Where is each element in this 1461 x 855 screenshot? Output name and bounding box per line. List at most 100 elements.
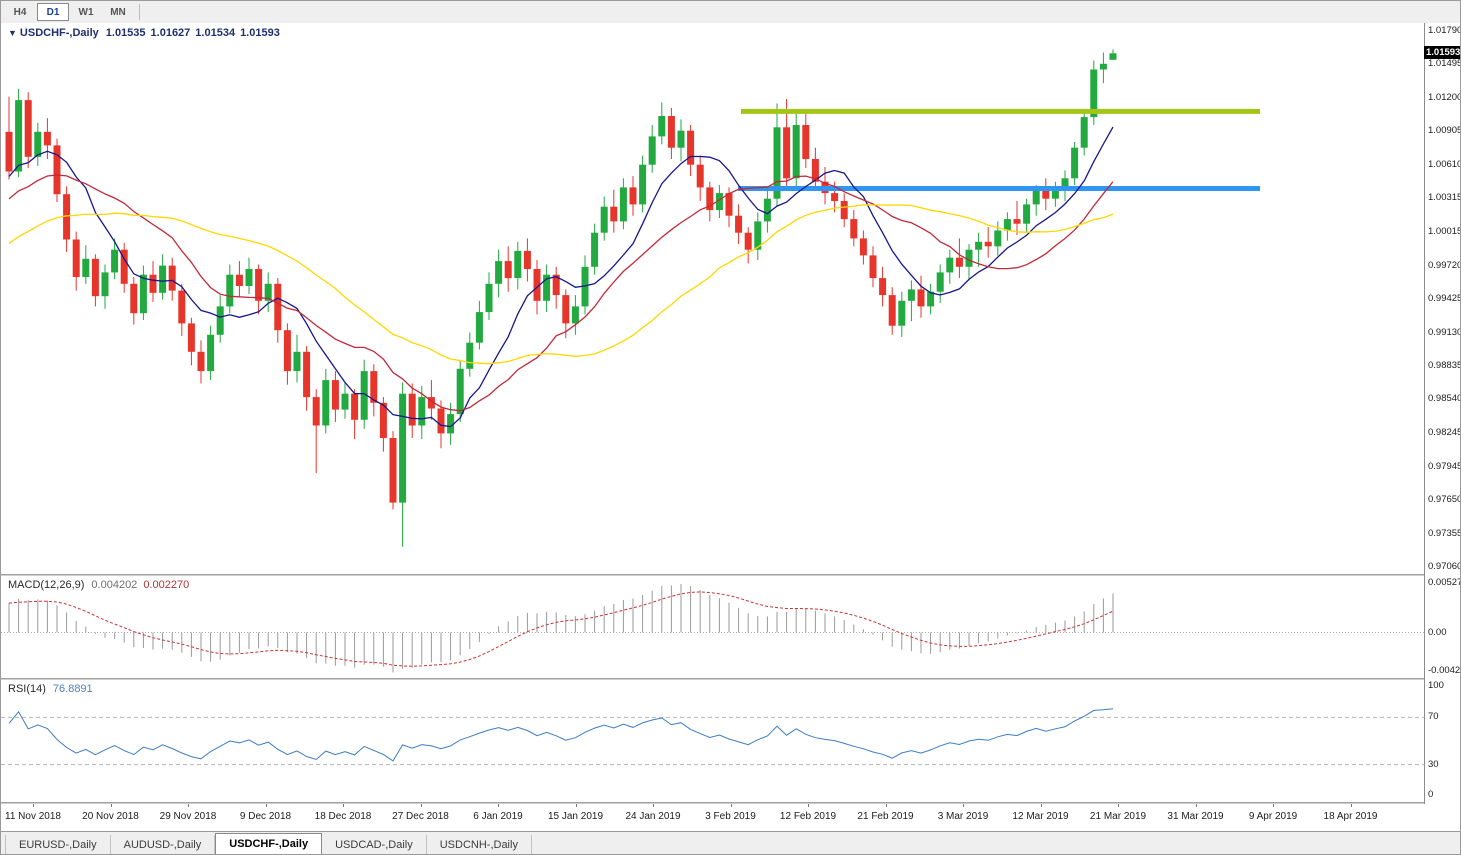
rsi-scale-label: 70: [1428, 711, 1439, 723]
date-label: 9 Apr 2019: [1248, 811, 1298, 822]
macd-header: MACD(12,26,9) 0.004202 0.002270: [8, 579, 189, 591]
support-line: [738, 186, 1260, 191]
macd-title: MACD(12,26,9): [8, 579, 85, 591]
date-label: 18 Dec 2018: [314, 811, 372, 822]
chart-tab-eurusd-daily[interactable]: EURUSD-,Daily: [5, 835, 111, 854]
timeframe-button-mn[interactable]: MN: [110, 6, 126, 18]
macd-signal-value: 0.002270: [143, 579, 190, 591]
time-axis-tick: [498, 804, 499, 807]
date-label: 27 Dec 2018: [392, 811, 449, 822]
date-label: 20 Nov 2018: [82, 811, 139, 822]
macd-indicator-canvas[interactable]: [1, 576, 1424, 678]
chart-ohlc-header: ▼ USDCHF-,Daily 1.01535 1.01627 1.01534 1.015…: [8, 27, 280, 39]
ma-slow: [8, 204, 1114, 365]
rsi-scale-label: 0: [1428, 789, 1434, 800]
price-scale-column[interactable]: 1.01790 1.01495 1.01200 1.00905 1.00610 1.003…: [1424, 23, 1461, 804]
price-chart-canvas[interactable]: [1, 23, 1424, 574]
date-label: 24 Jan 2019: [625, 811, 681, 822]
price-scale-label: 0.99425: [1428, 293, 1461, 305]
current-price-tag: 1.01593: [1424, 46, 1461, 60]
date-label: 6 Jan 2019: [473, 811, 523, 822]
chart-tab-usdchf-daily[interactable]: USDCHF-,Daily: [215, 833, 323, 854]
macd-scale-label: 0.005275: [1428, 577, 1460, 588]
time-axis-tick: [653, 804, 654, 807]
date-label: 9 Dec 2018: [239, 811, 292, 822]
symbol-period-label: USDCHF-,Daily: [19, 27, 99, 39]
price-scale-label: 0.99720: [1428, 259, 1461, 271]
rsi-title: RSI(14): [8, 683, 46, 695]
price-scale-label: 0.97060: [1428, 561, 1461, 573]
time-axis-tick: [1118, 804, 1119, 807]
rsi-value: 76.8891: [52, 683, 93, 695]
chart-tab-usdcnh-daily[interactable]: USDCNH-,Daily: [427, 835, 532, 854]
timeframe-toolbar: H4 D1 W1 MN: [1, 1, 1460, 24]
date-label: 11 Nov 2018: [5, 811, 61, 822]
pane-separator[interactable]: [1, 678, 1460, 680]
ohlc-low: 1.01534: [195, 27, 236, 39]
time-axis-tick: [33, 804, 34, 807]
time-axis[interactable]: 11 Nov 2018 20 Nov 2018 29 Nov 2018 9 Dec 2…: [1, 804, 1460, 831]
chart-tab-bar: EURUSD-,Daily AUDUSD-,Daily USDCHF-,Daily U…: [1, 831, 1460, 854]
toolbar-separator: [139, 4, 140, 20]
time-axis-tick: [1350, 804, 1352, 807]
time-axis-tick: [808, 804, 809, 807]
timeframe-button-w1[interactable]: W1: [78, 6, 94, 18]
chart-window: ▼ USDCHF-,Daily 1.01535 1.01627 1.01534 1.015…: [1, 23, 1461, 831]
chart-tab-usdcad-daily[interactable]: USDCAD-,Daily: [322, 835, 427, 854]
timeframe-button-d1[interactable]: D1: [37, 3, 69, 21]
ma-fast: [8, 126, 1114, 428]
price-scale-label: 0.98245: [1428, 426, 1461, 438]
pane-separator[interactable]: [1, 574, 1460, 576]
rsi-indicator-canvas[interactable]: [1, 680, 1424, 802]
ma-mid: [8, 174, 1114, 412]
macd-scale-label: 0.00: [1428, 626, 1447, 638]
price-scale-label: 1.01495: [1428, 58, 1461, 70]
price-scale-label: 0.97355: [1428, 527, 1461, 539]
macd-main-value: 0.004202: [91, 579, 138, 591]
price-scale-label: 0.98835: [1428, 360, 1461, 371]
macd-signal-line: [8, 591, 1114, 667]
time-axis-tick: [188, 804, 189, 807]
price-scale-label: 0.97650: [1428, 494, 1461, 506]
ohlc-open: 1.01535: [105, 27, 146, 39]
symbol-dropdown-icon[interactable]: ▼: [8, 28, 17, 38]
time-axis-tick: [420, 804, 422, 807]
pane-separator[interactable]: [1, 802, 1460, 804]
date-label: 12 Feb 2019: [779, 811, 837, 822]
rsi-header: RSI(14) 76.8891: [8, 683, 93, 695]
date-label: 18 Apr 2019: [1323, 811, 1378, 822]
price-scale-label: 0.98540: [1428, 393, 1461, 405]
price-scale-label: 1.01790: [1428, 24, 1461, 36]
date-label: 3 Feb 2019: [705, 811, 756, 822]
time-axis-tick: [265, 804, 267, 807]
time-axis-tick: [343, 804, 344, 807]
date-label: 12 Mar 2019: [1012, 811, 1069, 822]
time-axis-tick: [730, 804, 732, 807]
rsi-line: [8, 708, 1114, 762]
price-scale-label: 1.00315: [1428, 192, 1461, 204]
time-axis-tick: [1273, 804, 1274, 807]
ohlc-high: 1.01627: [150, 27, 191, 39]
date-label: 31 Mar 2019: [1167, 811, 1224, 822]
date-label: 21 Feb 2019: [857, 811, 914, 822]
resistance-line: [741, 108, 1260, 114]
date-label: 21 Mar 2019: [1089, 811, 1147, 822]
price-scale-label: 0.97945: [1428, 460, 1461, 472]
time-axis-tick: [1195, 804, 1197, 807]
rsi-scale-label: 30: [1428, 758, 1439, 770]
timeframe-button-h4[interactable]: H4: [13, 6, 27, 18]
time-axis-tick: [110, 804, 112, 807]
price-scale-label: 1.01200: [1428, 91, 1461, 103]
time-axis-tick: [1040, 804, 1042, 807]
ohlc-close: 1.01593: [240, 27, 280, 39]
price-scale-label: 1.00905: [1428, 125, 1461, 137]
price-scale-label: 1.00610: [1428, 158, 1461, 170]
time-axis-tick: [575, 804, 577, 807]
price-scale-label: 1.00015: [1428, 226, 1461, 238]
date-label: 15 Jan 2019: [547, 811, 604, 822]
date-label: 3 Mar 2019: [937, 811, 989, 822]
chart-tab-audusd-daily[interactable]: AUDUSD-,Daily: [111, 835, 216, 854]
time-axis-tick: [885, 804, 887, 807]
